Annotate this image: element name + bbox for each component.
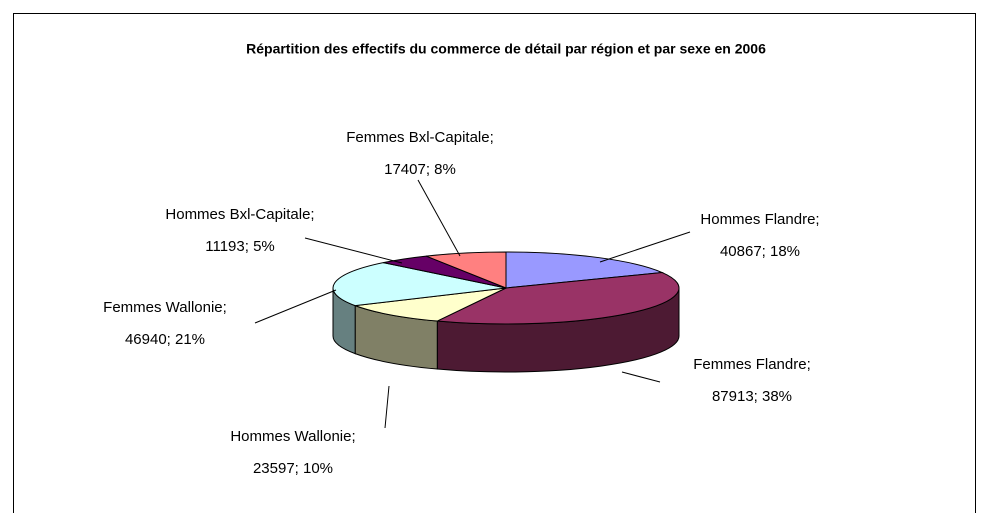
leader-line bbox=[417, 179, 461, 257]
leader-line bbox=[304, 237, 403, 264]
value-label: 46940; 21% bbox=[125, 331, 205, 348]
chart-frame bbox=[13, 13, 976, 513]
slice-label: Femmes Flandre; bbox=[693, 356, 811, 373]
slice-label: Hommes Flandre; bbox=[700, 211, 819, 228]
value-label: 11193; 5% bbox=[205, 238, 275, 255]
slice-label: Femmes Bxl-Capitale; bbox=[346, 129, 494, 146]
slice-label: Hommes Bxl-Capitale; bbox=[165, 206, 314, 223]
slice-label: Hommes Wallonie; bbox=[230, 428, 355, 445]
slice bbox=[425, 251, 507, 289]
value-label: 17407; 8% bbox=[384, 161, 456, 178]
slice bbox=[505, 251, 665, 289]
slice bbox=[332, 262, 507, 307]
slice bbox=[354, 287, 507, 322]
value-label: 87913; 38% bbox=[712, 388, 792, 405]
leader-line bbox=[599, 231, 691, 263]
slice bbox=[435, 272, 680, 325]
value-label: 23597; 10% bbox=[253, 460, 333, 477]
leader-line bbox=[254, 289, 337, 324]
slice-label: Femmes Wallonie; bbox=[103, 299, 227, 316]
chart-title: Répartition des effectifs du commerce de… bbox=[246, 41, 766, 57]
value-label: 40867; 18% bbox=[720, 243, 800, 260]
leader-line bbox=[384, 385, 390, 429]
leader-line bbox=[621, 371, 661, 383]
